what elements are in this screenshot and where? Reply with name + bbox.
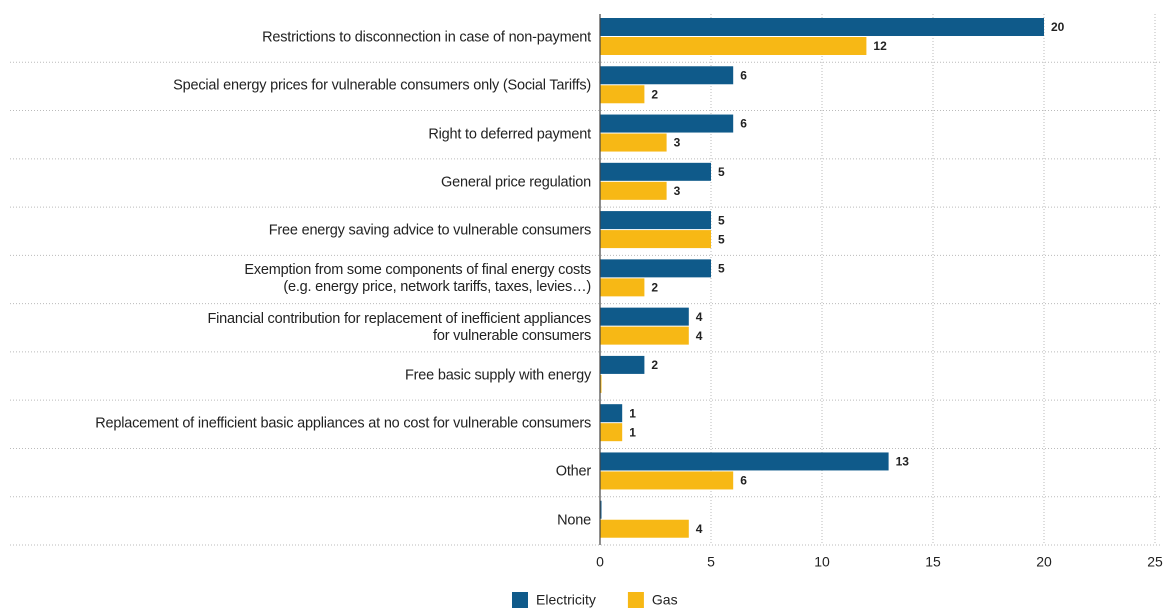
category-label: Right to deferred payment — [428, 126, 591, 143]
bar — [600, 114, 734, 133]
bar — [600, 519, 689, 538]
value-label: 13 — [896, 455, 910, 469]
value-label: 2 — [651, 358, 658, 372]
bar — [600, 500, 602, 519]
category-label: Exemption from some components of final … — [244, 262, 591, 296]
value-label: 4 — [696, 329, 703, 343]
legend-label: Gas — [652, 592, 678, 608]
bar — [600, 404, 623, 423]
x-tick-label: 10 — [814, 554, 830, 570]
category-label: Free basic supply with energy — [404, 367, 591, 384]
x-tick-label: 20 — [1036, 554, 1052, 570]
bar — [600, 374, 602, 393]
value-label: 5 — [718, 262, 725, 276]
value-label: 4 — [696, 310, 703, 324]
value-label: 3 — [674, 136, 681, 150]
category-label: Restrictions to disconnection in case of… — [262, 29, 591, 46]
x-tick-label: 5 — [707, 554, 715, 570]
value-label: 6 — [740, 474, 747, 488]
bar — [600, 326, 689, 345]
value-label: 5 — [718, 213, 725, 227]
value-label: 5 — [718, 165, 725, 179]
category-label: Special energy prices for vulnerable con… — [173, 77, 591, 94]
value-label: 4 — [696, 522, 703, 536]
x-tick-label: 0 — [596, 554, 604, 570]
bar — [600, 18, 1044, 36]
value-label: 1 — [629, 406, 636, 420]
value-label: 6 — [740, 68, 747, 82]
category-label: Other — [555, 463, 591, 480]
value-label: 6 — [740, 117, 747, 131]
x-tick-label: 15 — [925, 554, 941, 570]
legend-swatch — [512, 592, 528, 608]
category-label: Financial contribution for replacement o… — [207, 310, 592, 344]
value-label: 12 — [873, 39, 887, 53]
legend-label: Electricity — [536, 592, 596, 608]
bar — [600, 181, 667, 200]
bar — [600, 471, 734, 490]
category-label: General price regulation — [441, 174, 591, 191]
value-label: 5 — [718, 232, 725, 246]
bar — [600, 452, 889, 471]
bar — [600, 37, 867, 55]
category-label: None — [557, 512, 591, 529]
bar — [600, 133, 667, 152]
bar — [600, 85, 645, 104]
bar — [600, 162, 711, 181]
bar — [600, 259, 711, 278]
bar — [600, 423, 623, 442]
value-label: 1 — [629, 425, 636, 439]
bar — [600, 278, 645, 297]
category-label: Replacement of inefficient basic applian… — [95, 415, 591, 432]
bar — [600, 307, 689, 326]
bar — [600, 211, 711, 230]
value-label: 2 — [651, 87, 658, 101]
bar — [600, 66, 734, 85]
value-label: 3 — [674, 184, 681, 198]
legend-swatch — [627, 592, 644, 608]
value-label: 20 — [1051, 20, 1065, 34]
value-label: 2 — [651, 281, 658, 295]
bar — [600, 355, 645, 374]
category-label: Free energy saving advice to vulnerable … — [268, 222, 591, 239]
bar — [600, 230, 711, 249]
x-tick-label: 25 — [1147, 554, 1163, 570]
